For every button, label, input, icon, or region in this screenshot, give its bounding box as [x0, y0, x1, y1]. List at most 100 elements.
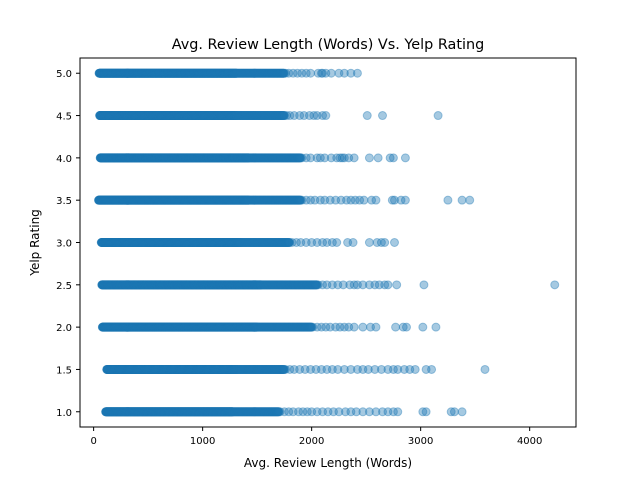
data-point — [127, 68, 137, 78]
data-point — [139, 68, 149, 78]
data-point — [139, 68, 149, 78]
data-point — [133, 68, 143, 78]
data-point — [118, 68, 128, 78]
data-point — [102, 68, 112, 78]
data-point — [371, 195, 381, 205]
data-point — [362, 111, 372, 121]
data-point — [143, 68, 153, 78]
data-point — [111, 68, 121, 78]
data-point — [135, 68, 145, 78]
data-point — [134, 68, 144, 78]
data-point — [97, 68, 107, 78]
data-point — [130, 68, 140, 78]
data-point — [138, 68, 148, 78]
data-point — [122, 68, 132, 78]
data-point — [108, 68, 118, 78]
data-point — [143, 68, 153, 78]
data-point — [101, 68, 111, 78]
data-point — [130, 68, 140, 78]
data-point — [109, 68, 119, 78]
data-point — [124, 68, 134, 78]
data-point — [349, 153, 359, 163]
data-point — [135, 68, 145, 78]
data-point — [104, 68, 114, 78]
data-point — [111, 68, 121, 78]
data-point — [122, 68, 132, 78]
data-point — [120, 68, 130, 78]
data-point — [106, 68, 116, 78]
data-point — [133, 68, 143, 78]
data-point — [134, 68, 144, 78]
data-point — [142, 68, 152, 78]
data-point — [140, 68, 150, 78]
data-point — [465, 195, 475, 205]
data-point — [128, 68, 138, 78]
data-point — [114, 68, 124, 78]
data-point — [100, 68, 110, 78]
data-point — [143, 68, 153, 78]
data-point — [104, 68, 114, 78]
data-point — [118, 68, 128, 78]
data-point — [131, 68, 141, 78]
data-point — [128, 68, 138, 78]
data-point — [123, 68, 133, 78]
data-point — [141, 68, 151, 78]
data-point — [364, 153, 374, 163]
data-point — [104, 68, 114, 78]
data-point — [96, 68, 106, 78]
data-point — [117, 68, 127, 78]
data-point — [116, 68, 126, 78]
data-point — [119, 68, 129, 78]
data-point — [134, 68, 144, 78]
data-point — [109, 68, 119, 78]
data-point — [126, 68, 136, 78]
data-point — [95, 68, 105, 78]
data-point — [127, 68, 137, 78]
data-point — [108, 68, 118, 78]
data-point — [115, 68, 125, 78]
data-point — [126, 68, 136, 78]
data-point — [117, 68, 127, 78]
data-point — [110, 68, 120, 78]
data-point — [134, 68, 144, 78]
data-point — [98, 68, 108, 78]
data-point — [125, 68, 135, 78]
data-point — [110, 68, 120, 78]
data-point — [98, 68, 108, 78]
data-point — [139, 68, 149, 78]
data-point — [457, 195, 467, 205]
data-point — [107, 68, 117, 78]
chart-title: Avg. Review Length (Words) Vs. Yelp Rati… — [172, 37, 485, 53]
data-point — [139, 68, 149, 78]
data-point — [138, 68, 148, 78]
data-point — [103, 68, 113, 78]
data-point — [100, 68, 110, 78]
data-point — [99, 68, 109, 78]
data-point — [113, 68, 123, 78]
data-point — [107, 68, 117, 78]
data-points — [94, 68, 560, 417]
data-point — [133, 68, 143, 78]
data-point — [135, 68, 145, 78]
data-point — [136, 68, 146, 78]
data-point — [103, 68, 113, 78]
data-point — [117, 68, 127, 78]
data-point — [126, 68, 136, 78]
data-point — [113, 68, 123, 78]
data-point — [116, 68, 126, 78]
data-point — [118, 68, 128, 78]
data-point — [99, 68, 109, 78]
data-point — [130, 68, 140, 78]
data-point — [114, 68, 124, 78]
data-point — [101, 68, 111, 78]
data-point — [100, 68, 110, 78]
data-point — [138, 68, 148, 78]
data-point — [133, 68, 142, 78]
data-point — [115, 68, 125, 78]
data-point — [114, 68, 124, 78]
data-point — [129, 68, 139, 78]
data-point — [138, 68, 148, 78]
data-point — [124, 68, 134, 78]
data-point — [137, 68, 147, 78]
